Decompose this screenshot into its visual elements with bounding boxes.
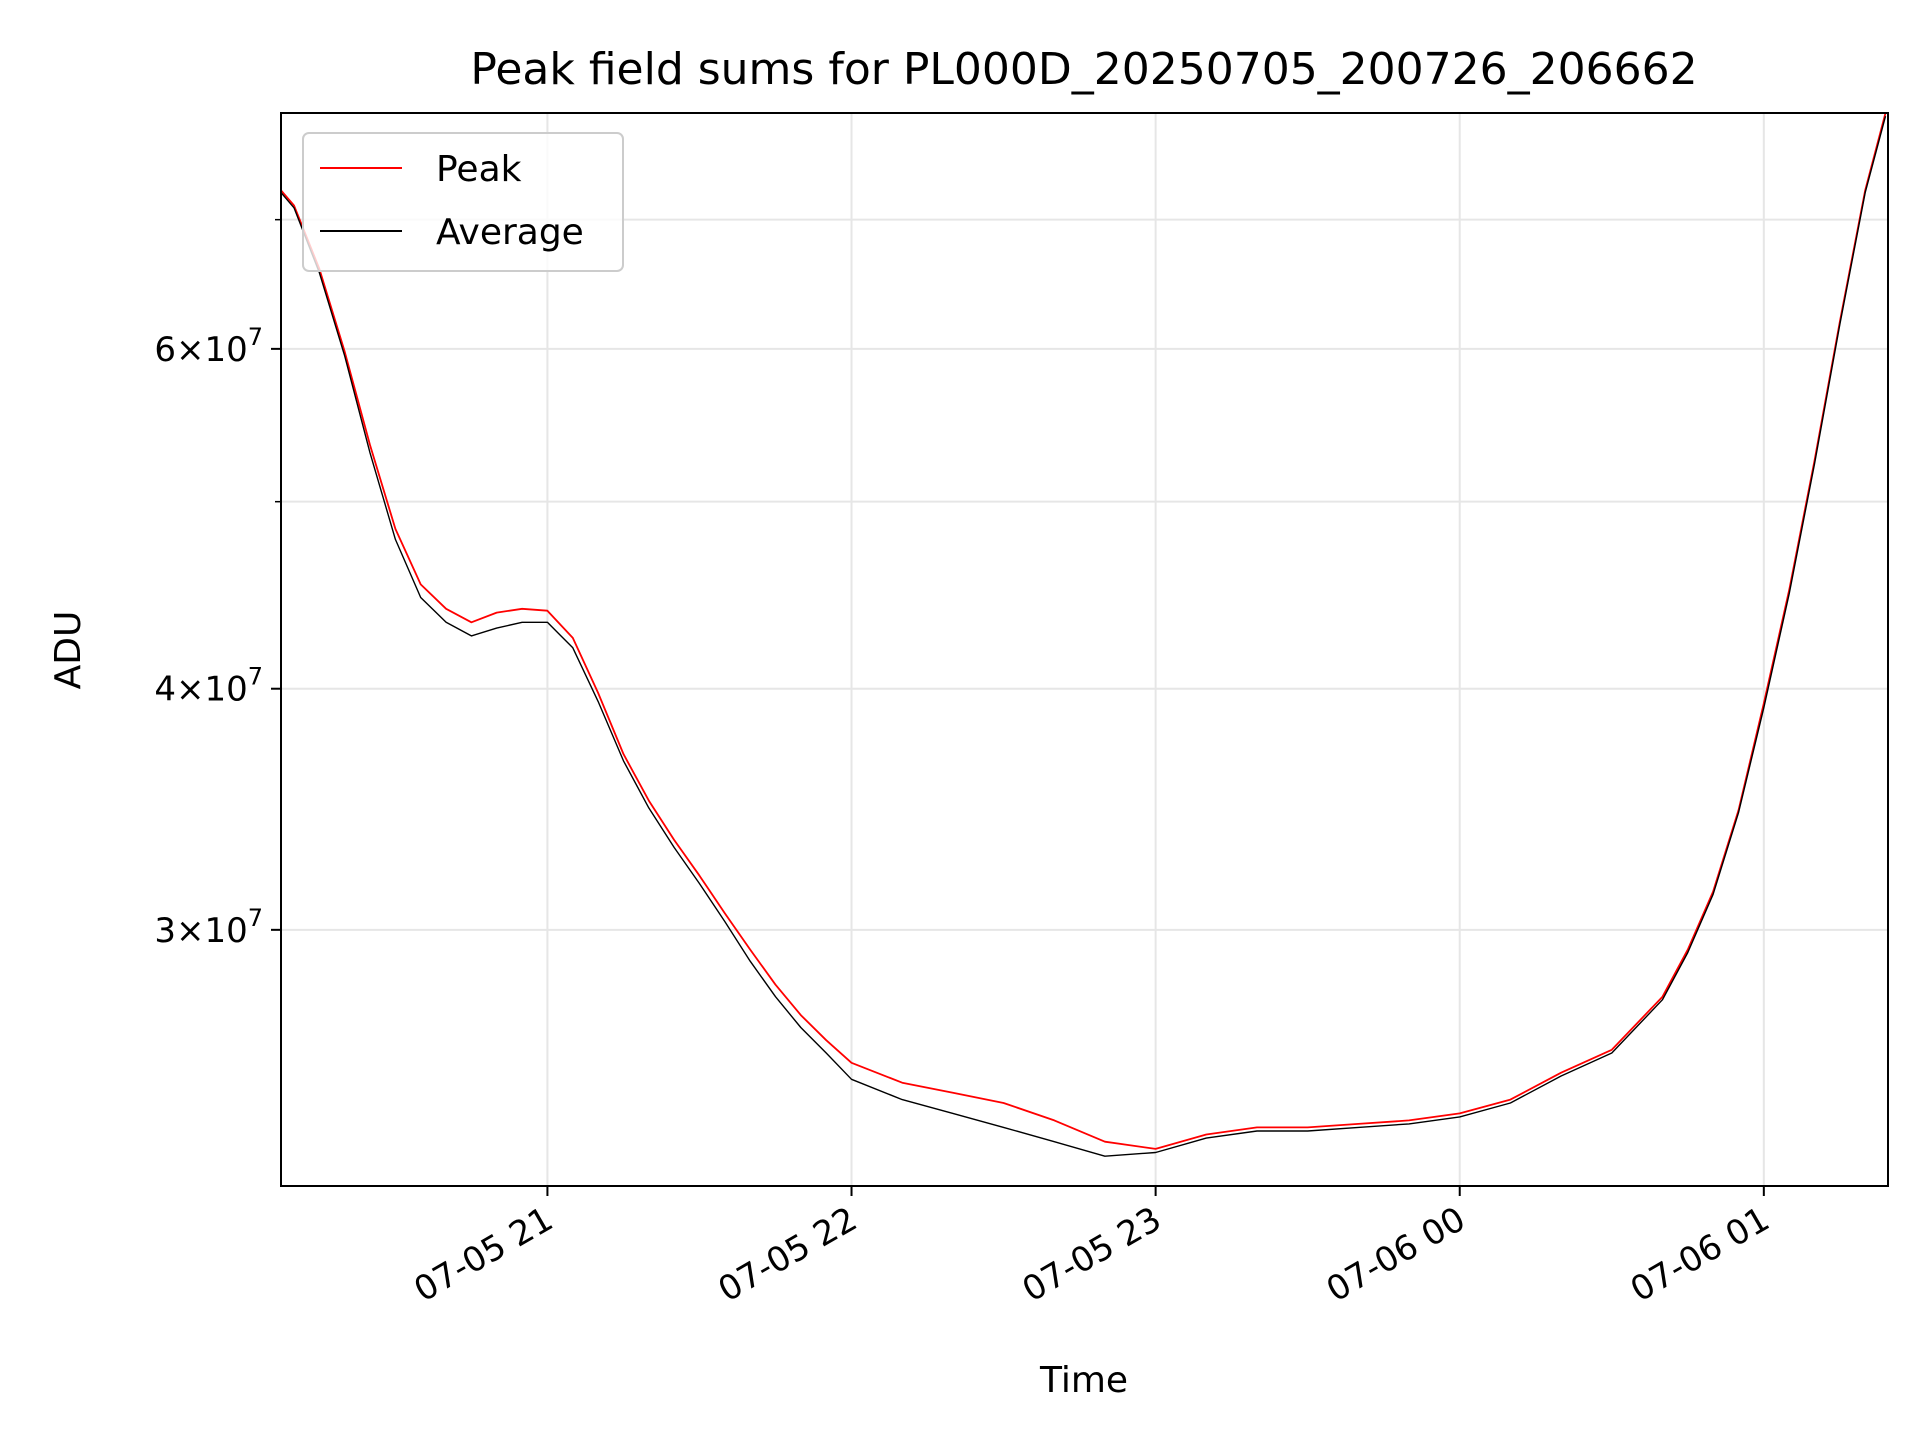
y-tick-label: 4×107 xyxy=(154,663,263,710)
chart-title: Peak field sums for PL000D_20250705_2007… xyxy=(470,44,1697,95)
y-axis-label: ADU xyxy=(48,611,89,690)
legend-peak-label: Peak xyxy=(436,149,522,190)
plot-frame xyxy=(280,112,1889,1187)
y-axis: 3×107 4×107 6×107 xyxy=(154,218,281,951)
series-line-peak xyxy=(280,112,1887,1150)
series-line-average xyxy=(280,116,1887,1157)
plot-area xyxy=(280,112,1887,1157)
y-tick-label: 6×107 xyxy=(154,323,263,370)
legend-average-label: Average xyxy=(436,212,584,253)
legend: Peak Average xyxy=(302,132,624,272)
x-axis-label: Time xyxy=(1039,1360,1128,1401)
y-tick-label: 3×107 xyxy=(154,904,263,951)
